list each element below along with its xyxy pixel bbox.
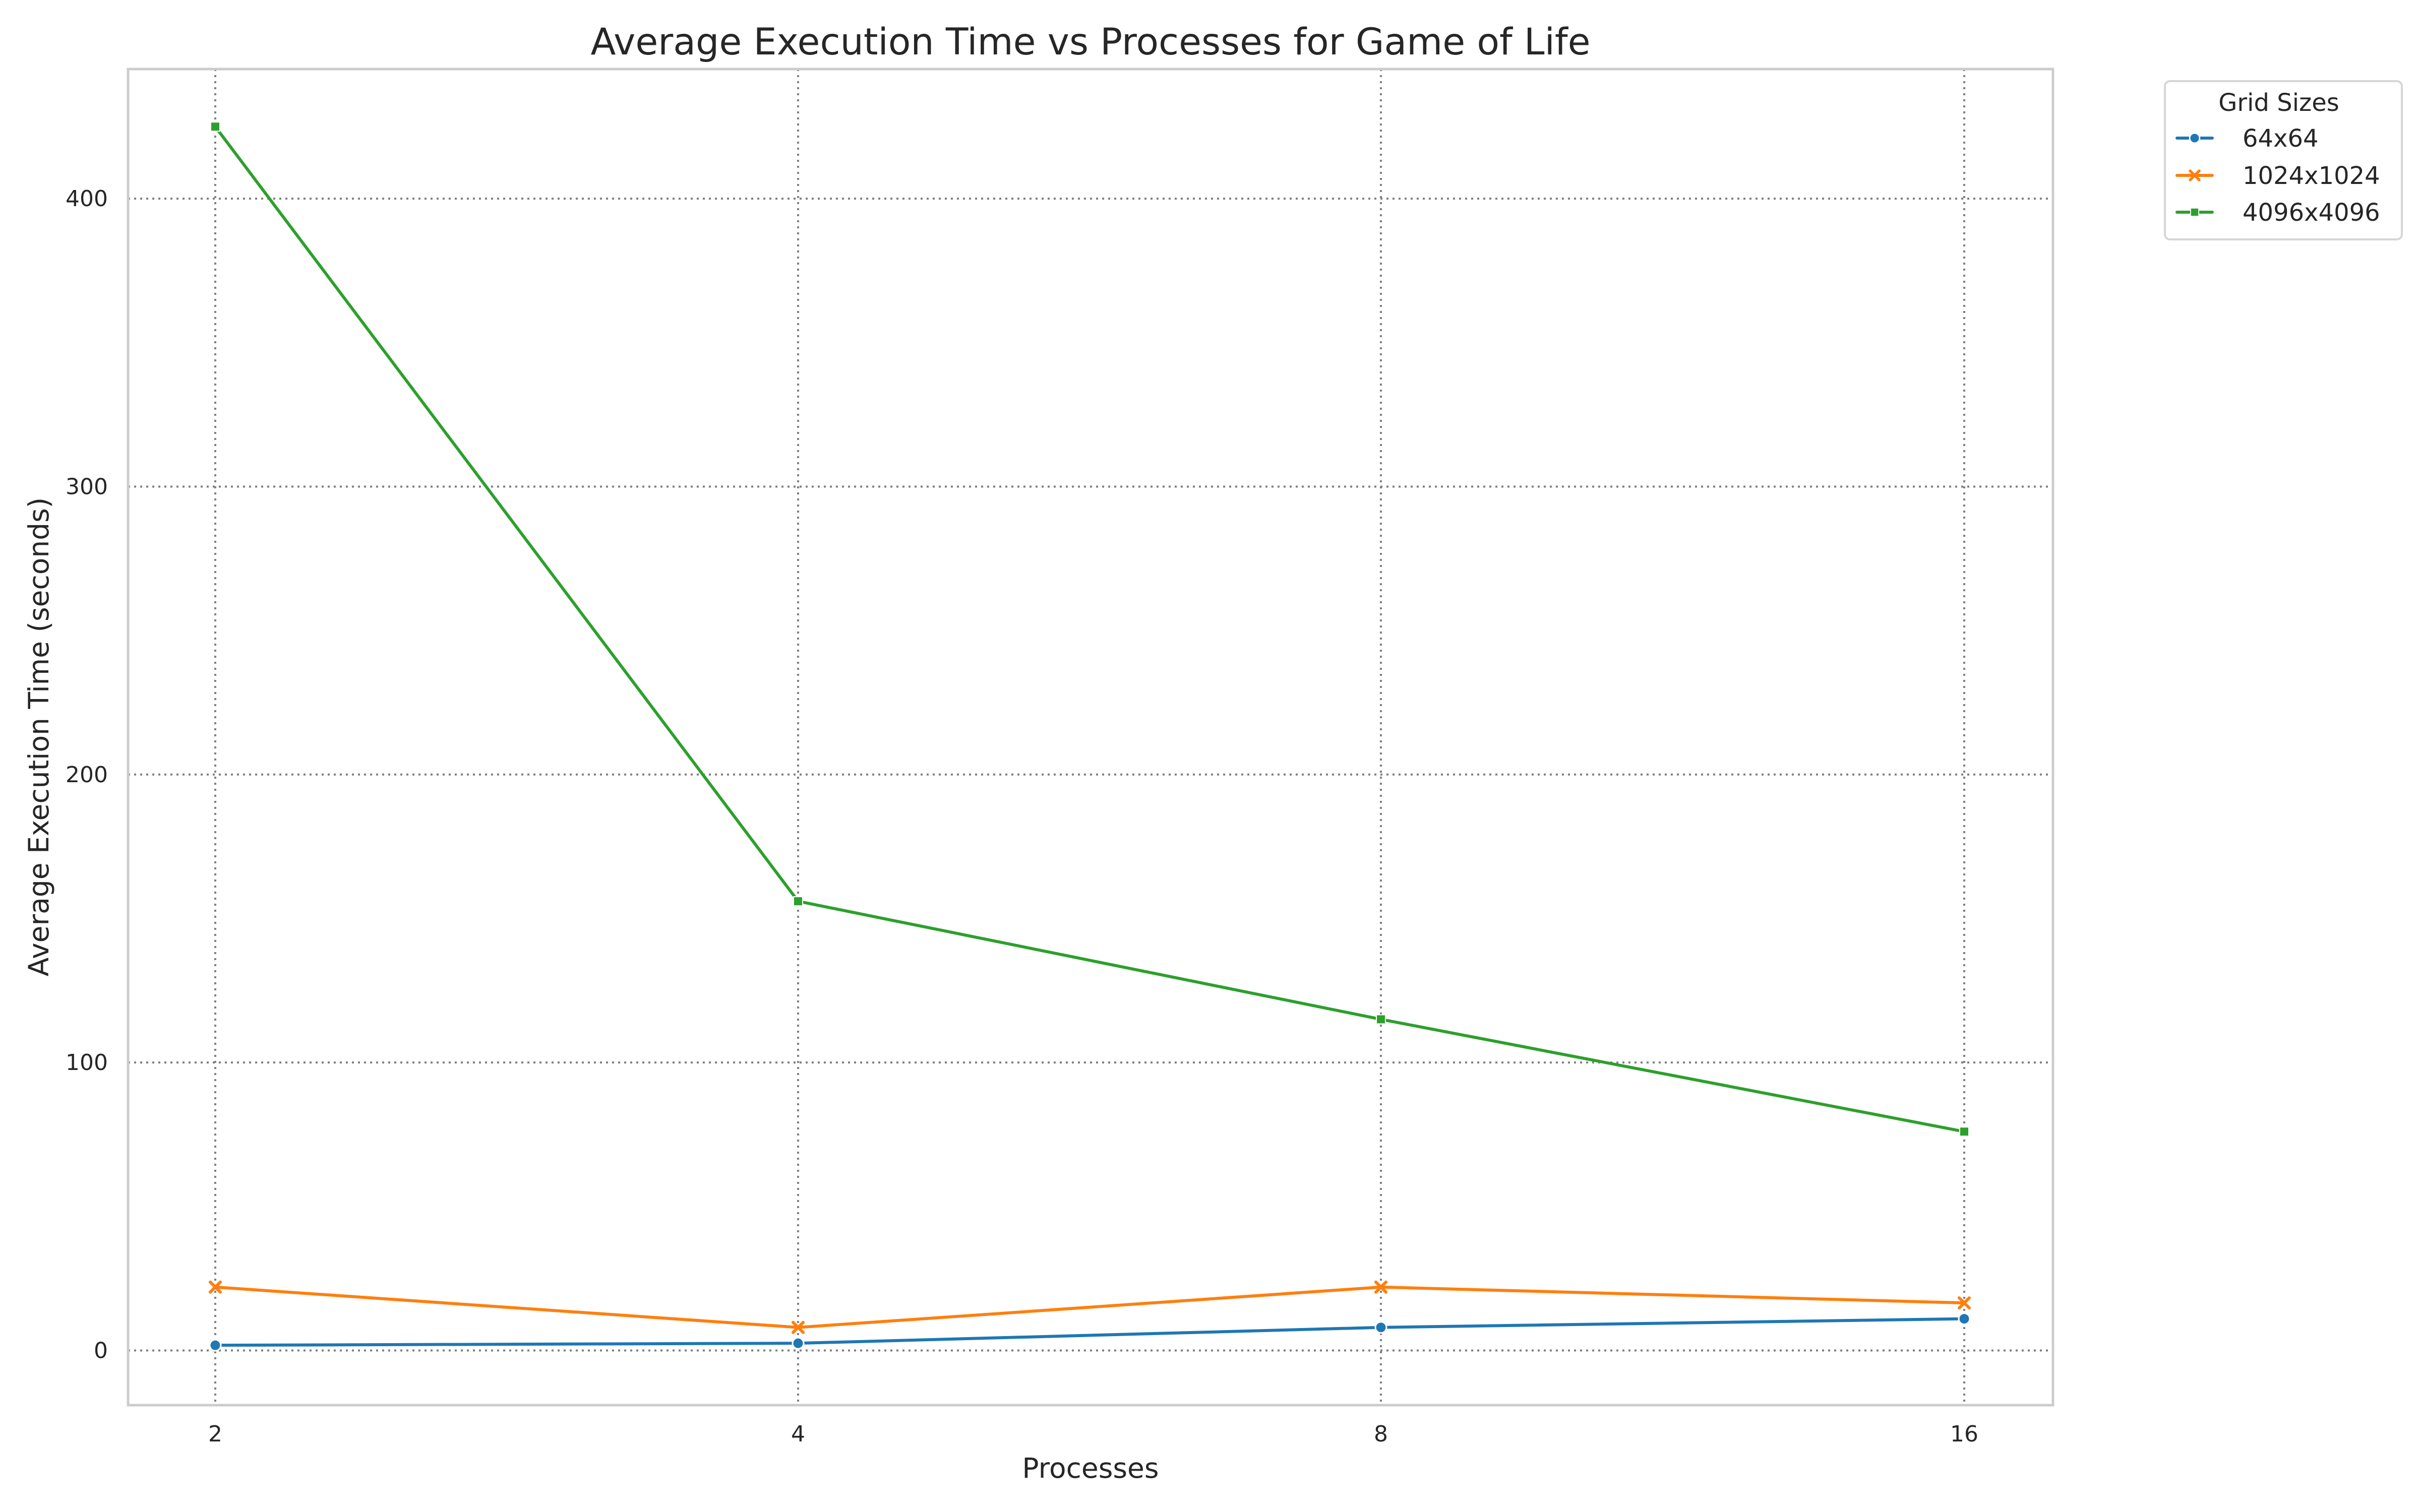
x-axis-label: Processes: [1022, 1452, 1159, 1484]
series-layer: [209, 121, 1971, 1352]
y-tick-label: 100: [66, 1050, 108, 1076]
data-point-marker: [210, 121, 220, 132]
x-tick-label: 8: [1374, 1421, 1388, 1447]
x-tick-label: 4: [791, 1421, 805, 1447]
legend: Grid Sizes 64x64 1024x1024 4096x4096: [2164, 80, 2403, 240]
legend-label: 4096x4096: [2243, 199, 2380, 227]
legend-label: 64x64: [2243, 124, 2319, 153]
legend-item: 64x64: [2175, 124, 2319, 153]
series-1024x1024: [209, 1280, 1971, 1334]
data-point-marker: [1374, 1280, 1387, 1294]
legend-box: [2164, 80, 2403, 240]
legend-label: 1024x1024: [2243, 162, 2380, 190]
tick-layer: 2 4 8 16 0 100 200 300 400: [66, 186, 1978, 1447]
data-point-marker: [209, 1339, 222, 1352]
chart-title: Average Execution Time vs Processes for …: [590, 21, 1590, 64]
series-line: [214, 125, 1966, 1133]
data-point-marker: [1958, 1296, 1971, 1310]
y-tick-label: 200: [66, 762, 108, 788]
x-tick-label: 2: [208, 1421, 222, 1447]
data-point-marker: [792, 1320, 805, 1334]
series-64x64: [209, 1312, 1971, 1352]
data-point-marker: [209, 1280, 222, 1294]
data-point-marker: [1376, 1014, 1386, 1025]
legend-item: 4096x4096: [2175, 199, 2380, 227]
series-line: [214, 1317, 1966, 1347]
y-tick-label: 0: [94, 1338, 108, 1363]
legend-item: 1024x1024: [2175, 162, 2380, 190]
legend-items: 64x64 1024x1024 4096x4096: [2175, 124, 2380, 227]
data-point-marker: [1374, 1321, 1387, 1334]
data-point-marker: [792, 1337, 805, 1350]
data-point-marker: [2189, 169, 2201, 181]
data-point-marker: [1958, 1312, 1971, 1326]
x-tick-label: 16: [1950, 1421, 1978, 1447]
data-point-marker: [1959, 1126, 1969, 1137]
series-line: [214, 1285, 1966, 1329]
series-4096x4096: [210, 121, 1969, 1137]
data-point-marker: [2190, 207, 2199, 217]
data-point-marker: [2189, 132, 2201, 144]
data-point-marker: [793, 896, 803, 907]
legend-title: Grid Sizes: [2218, 89, 2339, 117]
plot-area: [127, 68, 2054, 1407]
y-tick-label: 400: [66, 186, 108, 212]
y-axis-label: Average Execution Time (seconds): [23, 497, 55, 977]
y-tick-label: 300: [66, 474, 108, 499]
grid-layer: [128, 69, 2053, 1405]
